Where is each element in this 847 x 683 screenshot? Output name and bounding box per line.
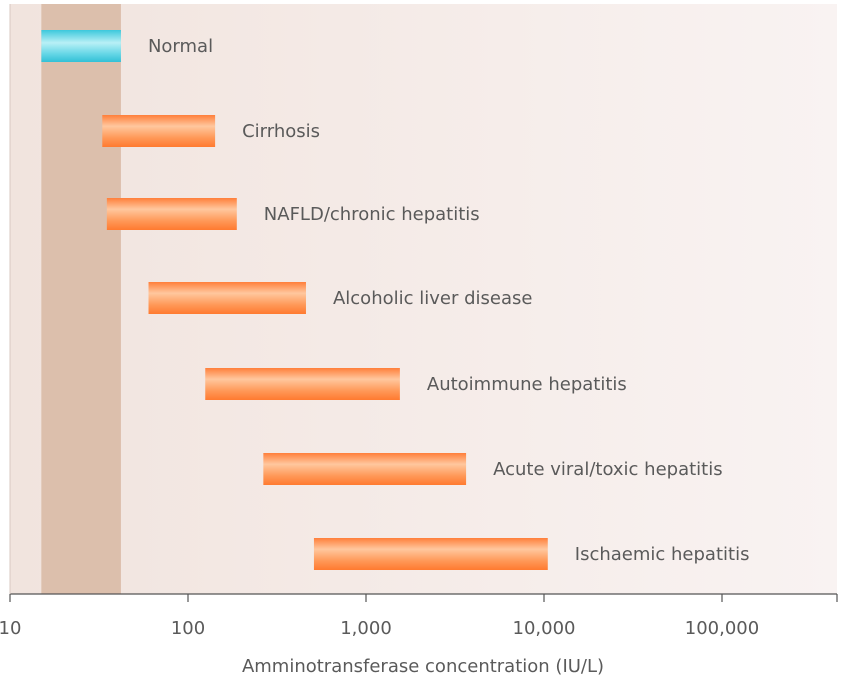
bar-label: Ischaemic hepatitis [575, 544, 750, 565]
x-tick-label: 100,000 [685, 618, 759, 639]
x-tick-label: 100 [171, 618, 205, 639]
range-bar-normal [41, 30, 121, 62]
bar-label: Acute viral/toxic hepatitis [493, 459, 723, 480]
plot-background [10, 4, 837, 594]
x-tick-label: 1,000 [340, 618, 392, 639]
range-bar-cirrhosis [102, 115, 216, 147]
bar-label: Alcoholic liver disease [333, 288, 532, 309]
bar-label: Normal [148, 36, 213, 57]
range-bar-nafld-chronic-hepatitis [106, 198, 237, 230]
range-bar-autoimmune-hepatitis [205, 368, 400, 400]
x-axis-label: Amminotransferase concentration (IU/L) [242, 656, 604, 677]
range-bar-alcoholic-liver-disease [148, 282, 306, 314]
x-tick-label: 10 [0, 618, 21, 639]
bar-label: NAFLD/chronic hepatitis [264, 204, 480, 225]
bar-label: Cirrhosis [242, 121, 320, 142]
bar-label: Autoimmune hepatitis [427, 374, 627, 395]
range-bar-acute-viral-toxic-hepatitis [263, 453, 467, 485]
range-bar-ischaemic-hepatitis [313, 538, 548, 570]
normal-range-band [41, 4, 121, 594]
x-tick-label: 10,000 [513, 618, 576, 639]
